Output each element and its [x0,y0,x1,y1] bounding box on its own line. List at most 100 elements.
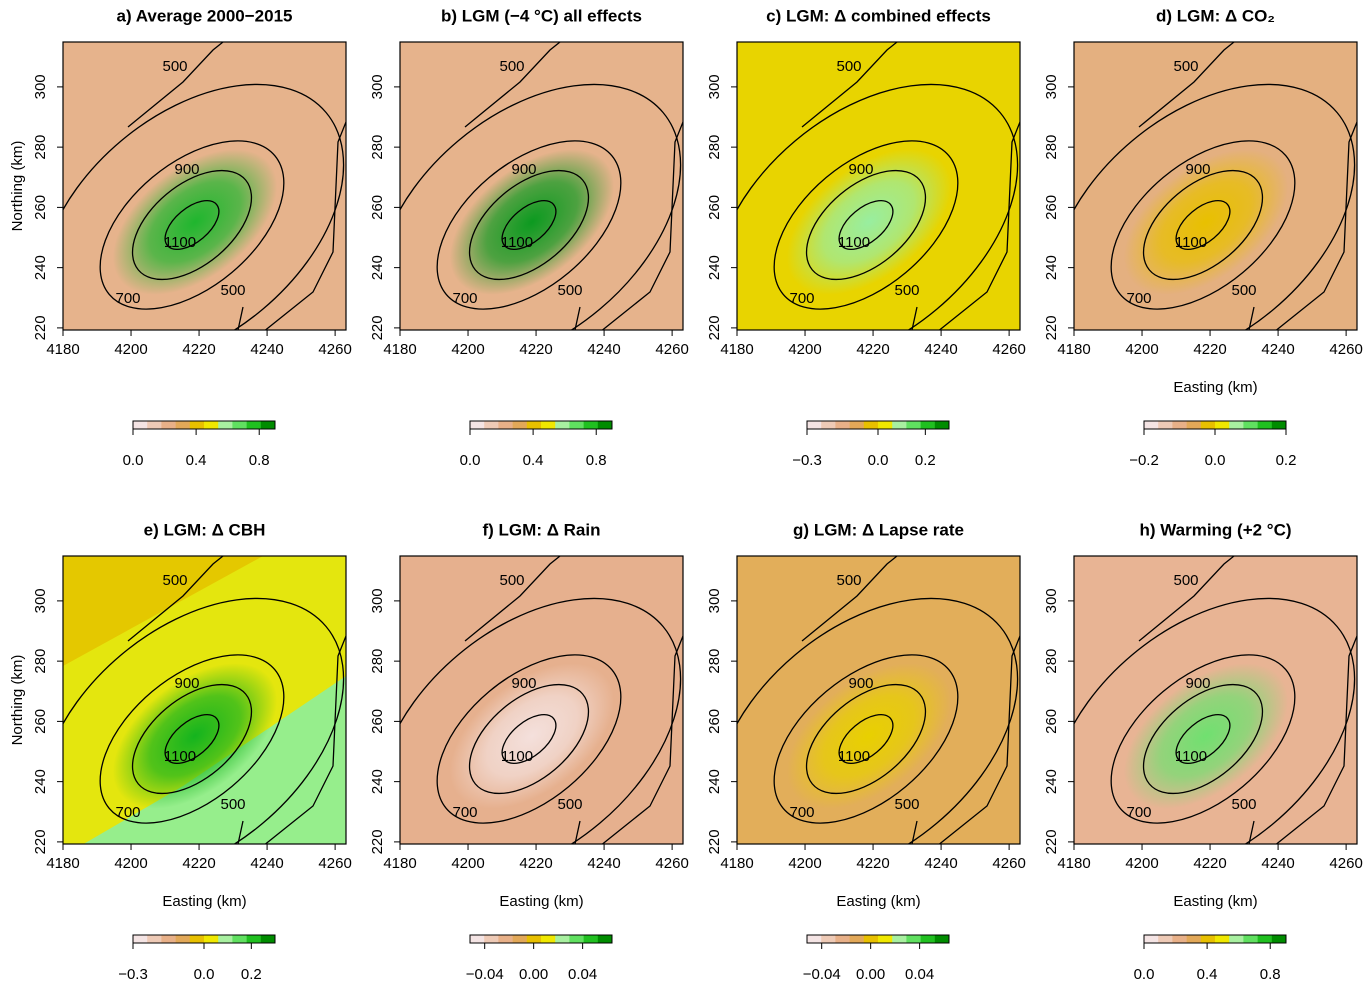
x-tick-label: 4220 [182,341,215,358]
colorbar-segment [849,421,865,429]
colorbar-tick-label: 0.0 [194,966,215,983]
contours [400,83,682,330]
x-tick-label: 4240 [924,341,957,358]
contour-line [1074,83,1356,330]
colorbar-segment [147,421,162,429]
colorbar-segment [821,935,836,943]
y-tick-label: 300 [706,74,723,99]
colorbar-segment [1257,935,1273,943]
x-tick-label: 4260 [1329,341,1362,358]
colorbar-segment [541,935,556,943]
contour-line [1142,169,1264,281]
colorbar-tick-label: 0.4 [1197,966,1218,983]
y-tick-label: 260 [706,709,723,734]
x-axis-label: Easting (km) [1173,893,1257,910]
panel-title: d) LGM: Δ CO₂ [1156,6,1275,25]
contour-label: 900 [174,161,199,178]
colorbar-segment [849,935,865,943]
x-tick-label: 4180 [383,855,416,872]
contour-line [99,654,285,824]
colorbar-tick-label: −0.3 [118,966,148,983]
colorbar-segment [1271,935,1287,943]
contour-line [1110,140,1296,310]
y-tick-label: 260 [369,195,386,220]
colorbar-segment [175,935,191,943]
contour-line [801,42,1020,330]
colorbar-tick-label: −0.04 [803,966,841,983]
contour-line [737,597,1019,844]
y-axis-label: Northing (km) [9,655,26,746]
contour-line [737,83,1019,330]
x-tick-label: 4220 [519,341,552,358]
contour-label: 1100 [501,748,533,765]
contour-label: 500 [557,796,582,813]
map-region [1123,663,1289,809]
colorbar-segment [232,935,247,943]
colorbar-segment [218,935,233,943]
y-tick-label: 300 [1043,74,1060,99]
map-region [1123,149,1289,295]
colorbar-tick-label: 0.0 [460,452,481,469]
colorbar-segment [892,935,907,943]
x-tick-label: 4180 [383,341,416,358]
colorbar: 0.0 0.4 0.8 [1134,934,1287,983]
x-tick-label: 4220 [856,341,889,358]
y-tick-label: 300 [369,588,386,613]
x-tick-label: 4220 [856,855,889,872]
contour-line [131,683,253,795]
contour-label: 500 [836,572,861,589]
contour-line [63,597,345,844]
colorbar-segment [260,421,276,429]
map-region [112,663,278,809]
y-tick-label: 240 [706,769,723,794]
x-tick-label: 4180 [46,341,79,358]
colorbar-tick-label: 0.8 [1260,966,1281,983]
contour-label: 1100 [164,748,196,765]
y-tick-label: 300 [32,74,49,99]
contour-label: 700 [1126,290,1151,307]
panel: a) Average 2000−2015 500 900 1100 700 500 4180… [9,6,352,469]
x-tick-label: 4240 [250,341,283,358]
colorbar-segment [1158,421,1173,429]
y-tick-label: 240 [32,255,49,280]
colorbar-segment [1172,935,1187,943]
contour-label: 500 [1173,572,1198,589]
contour-label: 500 [1231,282,1256,299]
colorbar-segment [569,421,584,429]
colorbar-segment [892,421,907,429]
panel-title: g) LGM: Δ Lapse rate [793,520,964,539]
contour-label: 500 [557,282,582,299]
panel-title: b) LGM (−4 °C) all effects [441,6,642,25]
colorbar-frame [132,420,276,430]
colorbar-segment [863,935,879,943]
contour-line [436,140,622,310]
panel: h) Warming (+2 °C) 500 900 1100 700 500 4180 42… [1043,520,1363,983]
contour-label: 700 [452,290,477,307]
contour-line [501,200,557,250]
colorbar-tick-label: 0.0 [1134,966,1155,983]
x-axis-label: Easting (km) [499,893,583,910]
x-tick-label: 4260 [655,341,688,358]
colorbar: 0.0 0.4 0.8 [123,420,276,469]
colorbar: −0.3 0.0 0.2 [792,420,950,469]
colorbar-segment [878,935,893,943]
y-tick-label: 260 [1043,195,1060,220]
contour-label: 500 [162,58,187,75]
contour-line [436,654,622,824]
contour-label: 1100 [501,234,533,251]
colorbar-segment [1229,935,1244,943]
colorbar-tick-label: −0.04 [466,966,504,983]
colorbar-tick-label: 0.4 [523,452,544,469]
panel: b) LGM (−4 °C) all effects 500 900 1100 700 5… [369,6,689,469]
colorbar-segment [597,421,613,429]
y-tick-label: 220 [369,315,386,340]
map-region [112,149,278,295]
y-tick-label: 240 [1043,769,1060,794]
y-tick-label: 260 [369,709,386,734]
contour-label: 500 [894,282,919,299]
contour-line [773,140,959,310]
contour-line [805,683,927,795]
panel-title: h) Warming (+2 °C) [1139,520,1291,539]
x-tick-label: 4180 [1057,855,1090,872]
y-tick-label: 280 [1043,649,1060,674]
